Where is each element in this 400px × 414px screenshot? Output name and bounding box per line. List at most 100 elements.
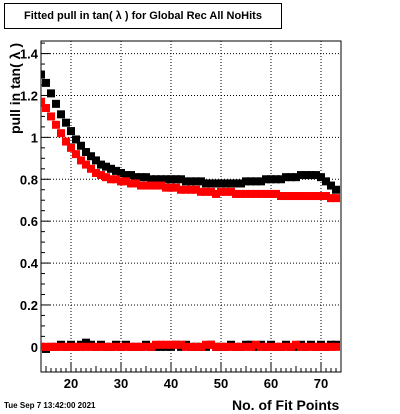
data-point bbox=[222, 342, 230, 351]
data-point bbox=[87, 342, 95, 351]
data-point bbox=[152, 175, 160, 184]
data-point bbox=[187, 177, 195, 186]
data-point bbox=[202, 187, 210, 196]
data-point bbox=[102, 162, 110, 171]
x-tick-label: 70 bbox=[314, 376, 328, 391]
y-tick-label: 0.8 bbox=[20, 172, 38, 187]
data-point bbox=[217, 179, 225, 188]
series-0 bbox=[41, 70, 340, 194]
data-point bbox=[322, 177, 330, 186]
data-point bbox=[102, 342, 110, 351]
data-point bbox=[232, 189, 240, 198]
chart-markers bbox=[41, 70, 340, 353]
data-point bbox=[162, 340, 170, 349]
data-point bbox=[292, 340, 300, 349]
data-point bbox=[227, 179, 235, 188]
data-point bbox=[57, 342, 65, 351]
data-point bbox=[297, 342, 305, 351]
data-point bbox=[142, 181, 150, 190]
data-point bbox=[252, 189, 260, 198]
data-point bbox=[142, 342, 150, 351]
data-point bbox=[257, 342, 265, 351]
data-point bbox=[267, 175, 275, 184]
data-point bbox=[302, 342, 310, 351]
data-point bbox=[227, 187, 235, 196]
timestamp: Tue Sep 7 13:42:00 2021 bbox=[4, 401, 96, 410]
data-point bbox=[202, 179, 210, 188]
data-point bbox=[177, 185, 185, 194]
series-3 bbox=[41, 340, 340, 351]
data-point bbox=[262, 342, 270, 351]
series-1 bbox=[41, 97, 340, 203]
data-point bbox=[247, 177, 255, 186]
data-point bbox=[297, 192, 305, 201]
data-point bbox=[257, 177, 265, 186]
data-point bbox=[87, 152, 95, 161]
data-point bbox=[112, 166, 120, 175]
data-point bbox=[182, 342, 190, 351]
data-point bbox=[77, 156, 85, 165]
data-point bbox=[277, 342, 285, 351]
y-tick-label: 0.6 bbox=[20, 214, 38, 229]
data-point bbox=[307, 171, 315, 180]
data-point bbox=[167, 175, 175, 184]
y-tick-label: 0.4 bbox=[20, 256, 39, 271]
data-point bbox=[242, 342, 250, 351]
data-point bbox=[197, 177, 205, 186]
y-tick-label: 1.4 bbox=[20, 47, 39, 62]
data-point bbox=[312, 192, 320, 201]
data-point bbox=[152, 340, 160, 349]
data-point bbox=[162, 175, 170, 184]
data-point bbox=[97, 171, 105, 180]
data-point bbox=[57, 110, 65, 119]
data-point bbox=[182, 185, 190, 194]
data-point bbox=[192, 185, 200, 194]
data-point bbox=[207, 340, 215, 349]
data-point bbox=[197, 187, 205, 196]
data-point bbox=[167, 340, 175, 349]
data-point bbox=[287, 173, 295, 182]
data-point bbox=[172, 340, 180, 349]
data-point bbox=[242, 189, 250, 198]
data-point bbox=[282, 342, 290, 351]
data-point bbox=[42, 104, 50, 113]
data-point bbox=[97, 160, 105, 169]
data-point bbox=[42, 342, 50, 351]
data-point bbox=[127, 171, 135, 180]
data-point bbox=[72, 342, 80, 351]
data-point bbox=[137, 181, 145, 190]
data-point bbox=[207, 179, 215, 188]
data-point bbox=[97, 342, 105, 351]
data-point bbox=[147, 181, 155, 190]
data-point bbox=[102, 173, 110, 182]
data-point bbox=[52, 99, 60, 108]
data-point bbox=[242, 177, 250, 186]
axis-tick-labels: 20 30 40 50 60 70 0 0.2 0.4 0.6 0.8 1 1.2 1.4 bbox=[20, 47, 328, 391]
data-point bbox=[47, 342, 55, 351]
data-point bbox=[147, 175, 155, 184]
data-point bbox=[41, 70, 45, 79]
data-point bbox=[132, 179, 140, 188]
data-point bbox=[212, 179, 220, 188]
data-point bbox=[197, 342, 205, 351]
data-point bbox=[192, 177, 200, 186]
data-point bbox=[267, 342, 275, 351]
data-point bbox=[327, 342, 335, 351]
data-point bbox=[282, 173, 290, 182]
data-point bbox=[272, 189, 280, 198]
data-point bbox=[332, 185, 340, 194]
data-point bbox=[72, 150, 80, 159]
data-point bbox=[92, 156, 100, 165]
data-point bbox=[82, 160, 90, 169]
data-point bbox=[82, 338, 90, 347]
data-point bbox=[127, 179, 135, 188]
data-point bbox=[317, 192, 325, 201]
data-point bbox=[62, 118, 70, 127]
data-point bbox=[157, 340, 165, 349]
data-point bbox=[157, 181, 165, 190]
data-point bbox=[322, 192, 330, 201]
x-tick-label: 40 bbox=[164, 376, 178, 391]
data-point bbox=[177, 340, 185, 349]
data-point bbox=[272, 175, 280, 184]
data-point bbox=[47, 112, 55, 121]
